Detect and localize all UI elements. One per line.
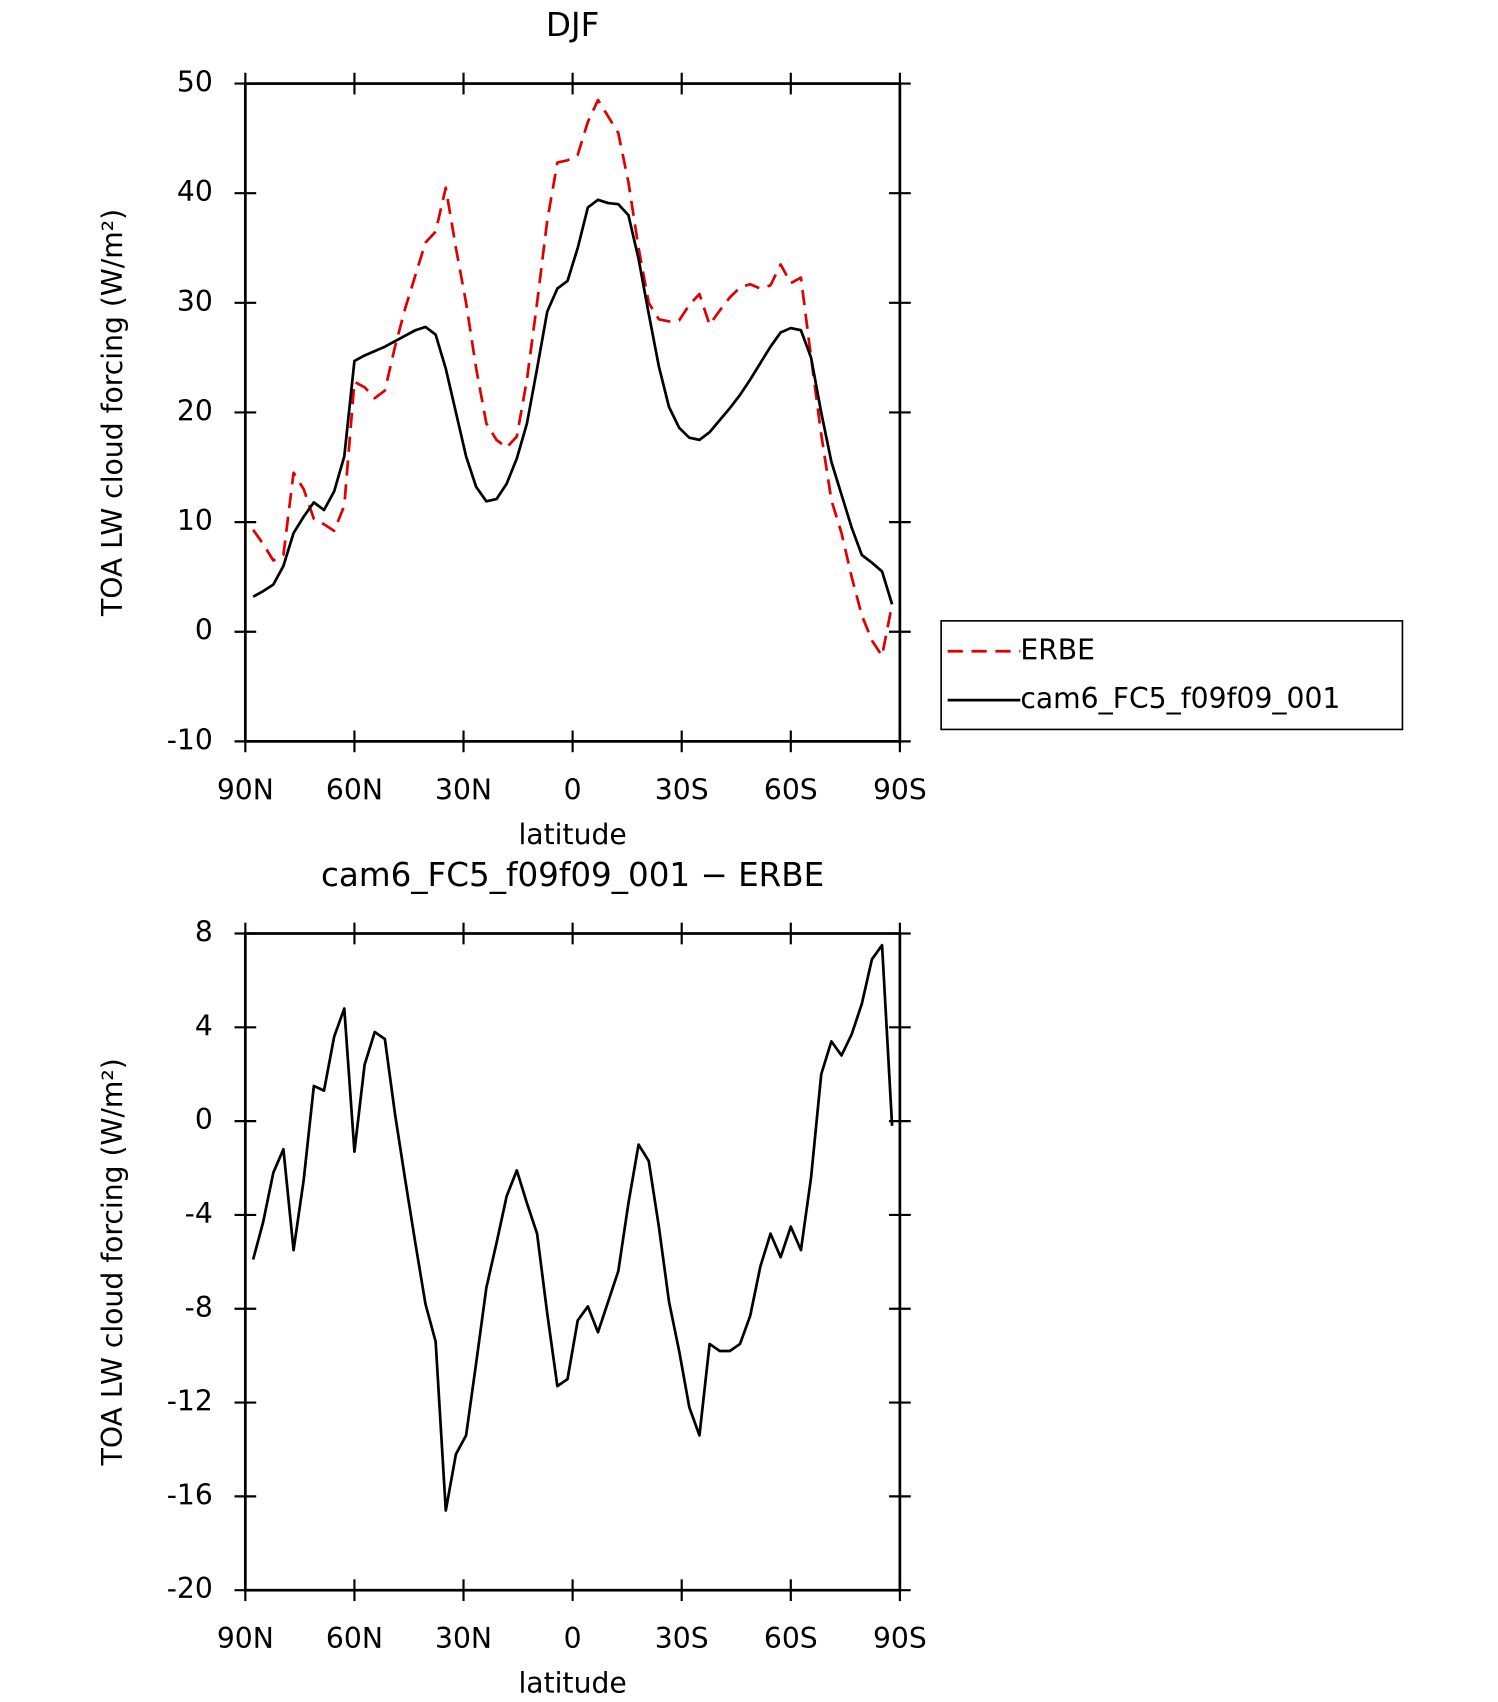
x-tick-label: 60N xyxy=(326,773,383,806)
x-tick-label: 90N xyxy=(217,1622,274,1655)
y-tick-label: 4 xyxy=(195,1009,213,1042)
x-axis-label: latitude xyxy=(518,818,626,851)
x-tick-label: 60S xyxy=(764,773,818,806)
series-line xyxy=(252,98,894,658)
y-tick-label: -16 xyxy=(167,1478,213,1511)
x-tick-label: 60S xyxy=(764,1622,818,1655)
plot-frame xyxy=(243,932,902,1592)
y-tick-label: 40 xyxy=(177,175,213,208)
y-tick-label: -4 xyxy=(185,1197,213,1230)
legend-label: ERBE xyxy=(1020,633,1095,666)
y-axis-label: TOA LW cloud forcing (W/m²) xyxy=(96,209,129,617)
chart-title: DJF xyxy=(546,6,599,44)
x-tick-label: 30S xyxy=(655,773,709,806)
x-tick-label: 0 xyxy=(564,773,582,806)
series-line xyxy=(252,198,894,605)
chart-title: cam6_FC5_f09f09_001 − ERBE xyxy=(321,856,824,894)
y-tick-label: -10 xyxy=(167,723,213,756)
y-tick-label: -20 xyxy=(167,1572,213,1605)
y-axis-label: TOA LW cloud forcing (W/m²) xyxy=(96,1058,129,1466)
legend-box xyxy=(940,620,1404,731)
y-tick-label: 50 xyxy=(177,66,213,99)
y-tick-label: 20 xyxy=(177,394,213,427)
y-tick-label: -12 xyxy=(167,1385,213,1418)
y-tick-label: -8 xyxy=(185,1291,213,1324)
y-tick-label: 30 xyxy=(177,285,213,318)
x-tick-label: 30S xyxy=(655,1622,709,1655)
x-axis-label: latitude xyxy=(518,1667,626,1700)
y-tick-label: 0 xyxy=(195,614,213,647)
y-tick-label: 8 xyxy=(195,915,213,948)
x-tick-label: 60N xyxy=(326,1622,383,1655)
legend-label: cam6_FC5_f09f09_001 xyxy=(1020,682,1340,715)
series-line xyxy=(251,943,894,1512)
x-tick-label: 30N xyxy=(435,773,492,806)
x-tick-label: 0 xyxy=(564,1622,582,1655)
y-tick-label: 10 xyxy=(177,504,213,537)
x-tick-label: 90S xyxy=(873,1622,927,1655)
x-tick-label: 90N xyxy=(217,773,274,806)
x-tick-label: 90S xyxy=(873,773,927,806)
y-tick-label: 0 xyxy=(195,1103,213,1136)
plot-frame xyxy=(243,82,902,743)
x-tick-label: 30N xyxy=(435,1622,492,1655)
